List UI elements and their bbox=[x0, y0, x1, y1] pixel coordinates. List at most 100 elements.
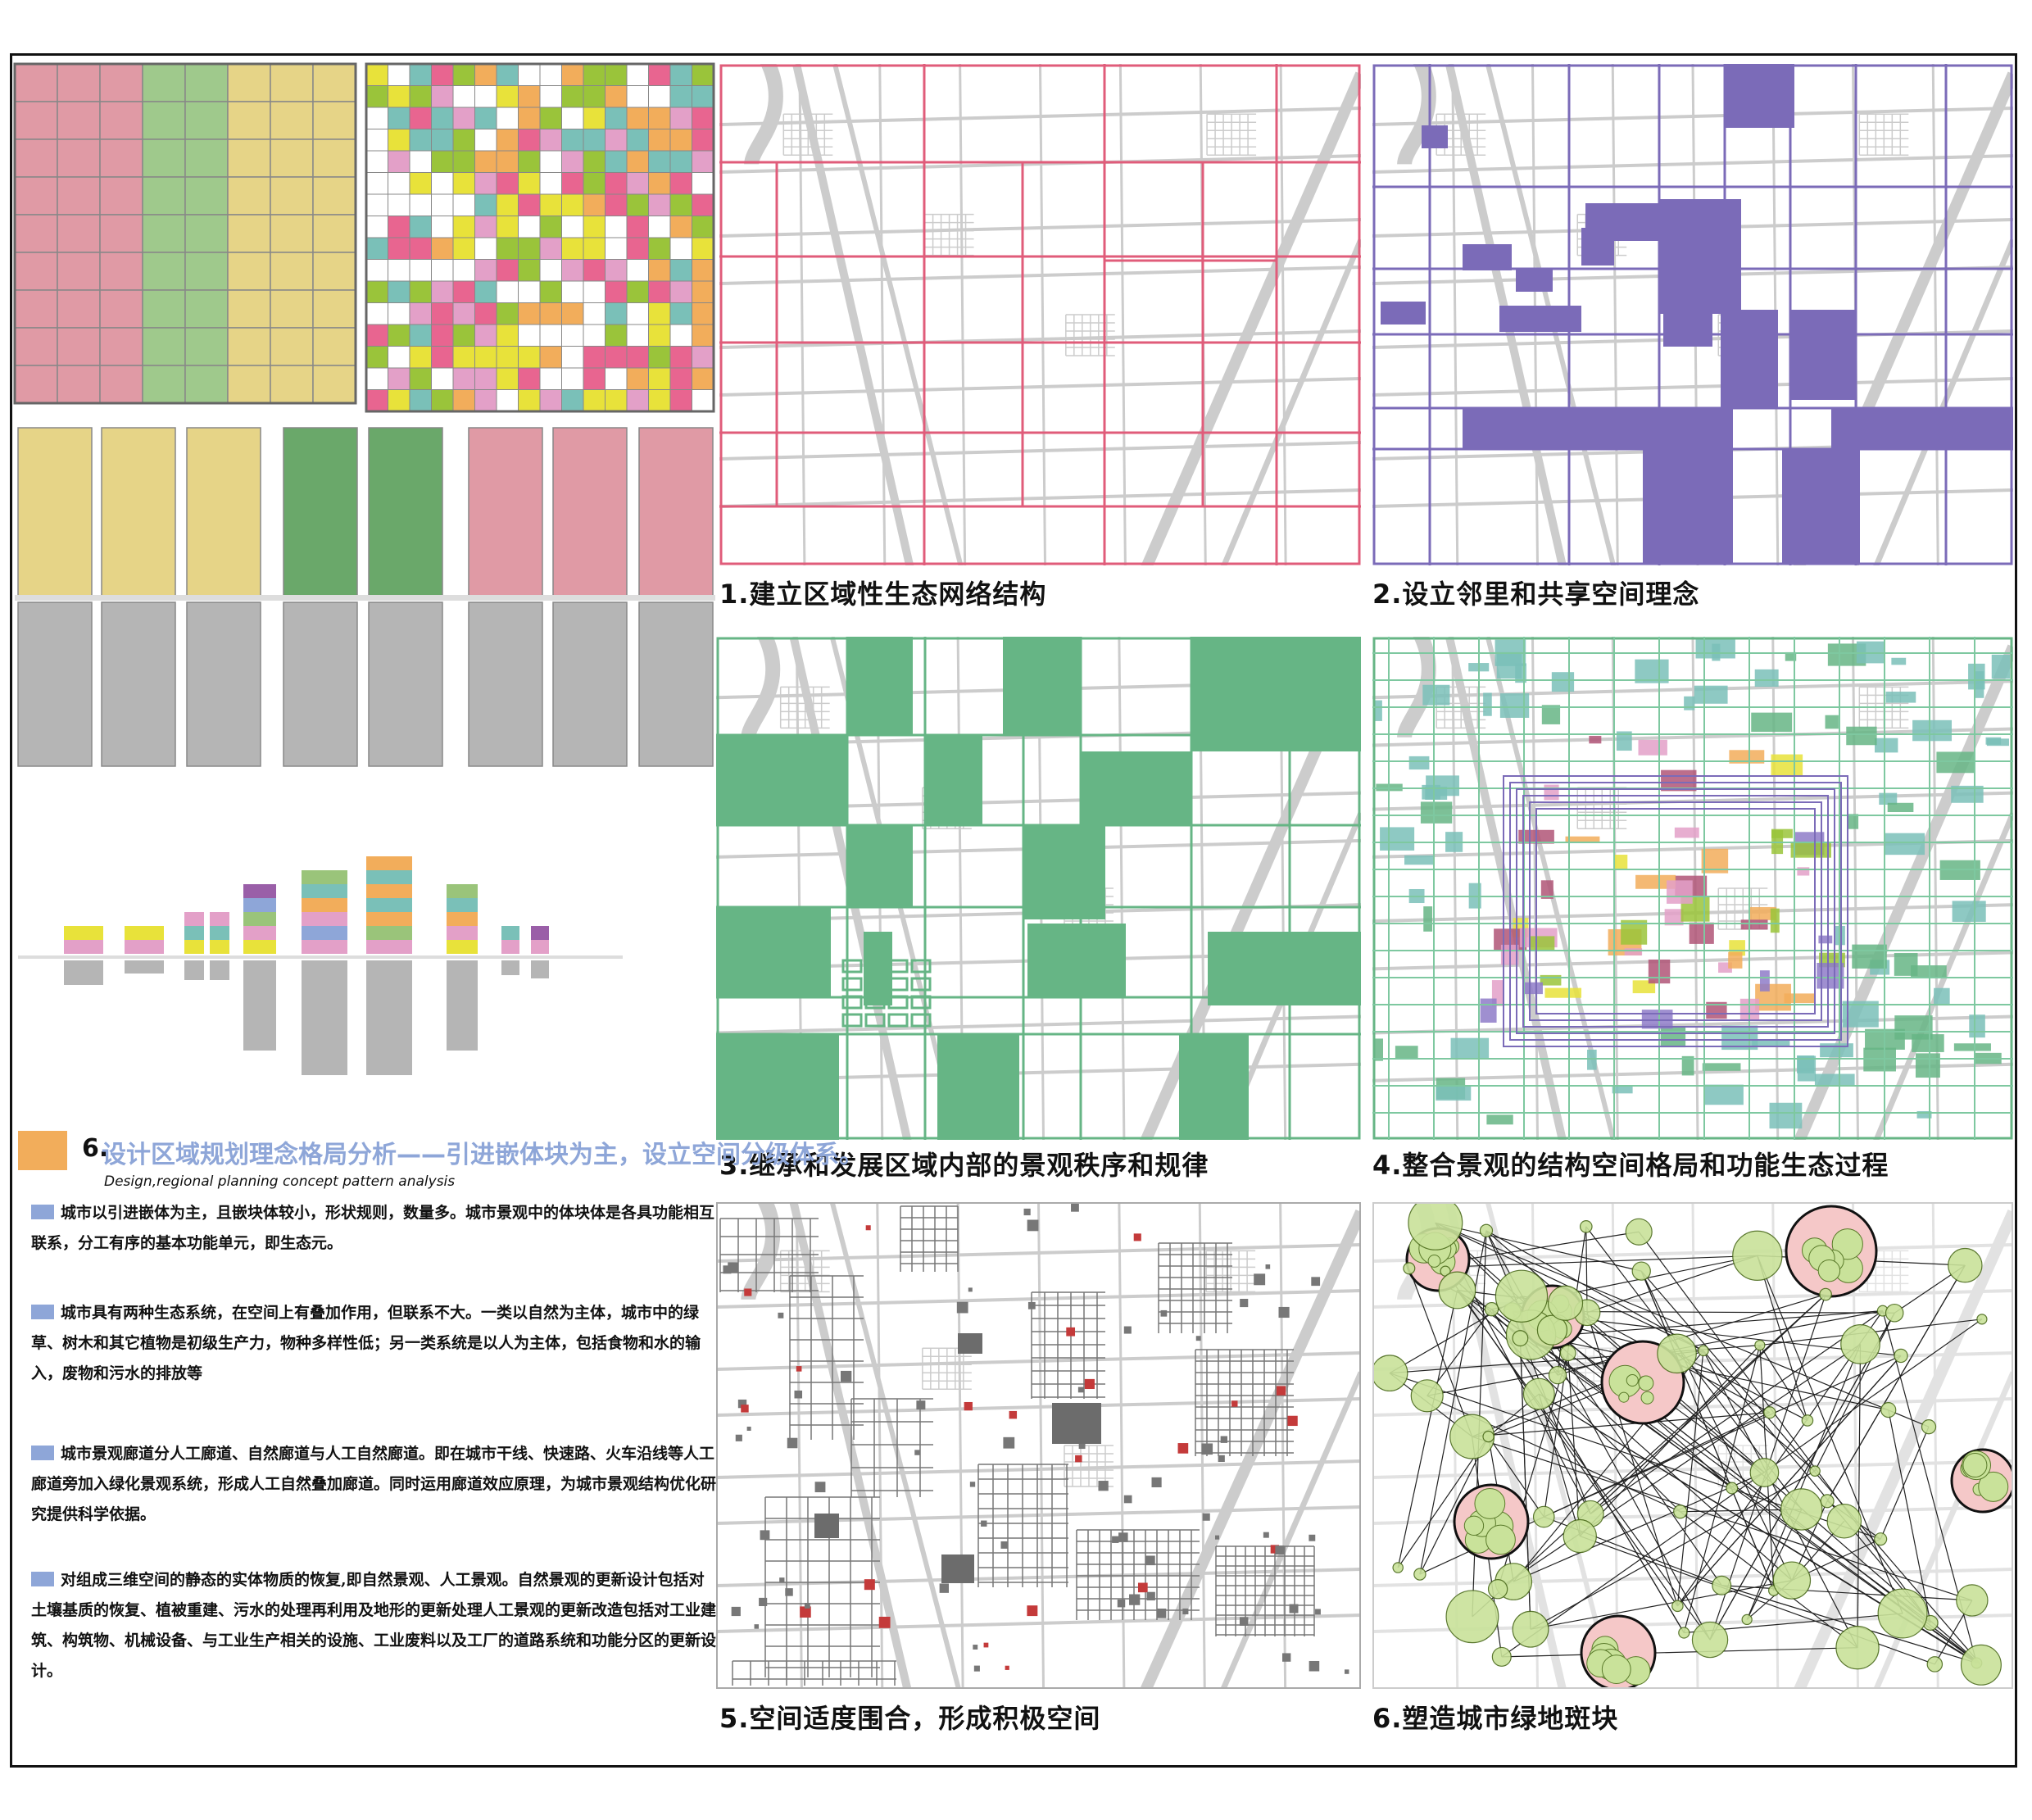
grid-cell bbox=[99, 327, 143, 366]
node-square bbox=[1027, 1219, 1039, 1232]
stack-segment bbox=[243, 926, 276, 940]
mosaic-cell bbox=[605, 237, 628, 260]
diagonal-road bbox=[792, 64, 914, 565]
link bbox=[1640, 1270, 1793, 1581]
street bbox=[1531, 637, 1539, 1140]
sub-patch bbox=[1638, 1375, 1654, 1391]
stack-base bbox=[366, 960, 412, 1075]
pattern-patch bbox=[1974, 671, 1984, 698]
core-outline bbox=[1503, 775, 1848, 1047]
grid-cell bbox=[57, 138, 101, 178]
mosaic-cell bbox=[452, 346, 475, 369]
green-patch bbox=[1819, 1287, 1832, 1301]
link bbox=[1709, 1312, 1895, 1641]
node-square bbox=[1195, 1336, 1201, 1341]
node-square bbox=[737, 1399, 747, 1409]
node-square bbox=[1276, 1386, 1286, 1396]
street bbox=[1118, 637, 1126, 1140]
stack-segment bbox=[243, 912, 276, 926]
sub-patch bbox=[1427, 1255, 1441, 1268]
mosaic-cell bbox=[648, 280, 671, 303]
street bbox=[716, 1351, 1361, 1371]
node-square bbox=[1282, 1653, 1291, 1662]
mosaic-cell bbox=[365, 324, 388, 347]
link bbox=[1880, 1426, 1930, 1540]
grid-cell bbox=[270, 214, 314, 253]
mosaic-cell bbox=[431, 150, 454, 173]
grid-cell bbox=[99, 252, 143, 291]
grid-cell bbox=[57, 176, 101, 216]
mosaic-cell bbox=[539, 129, 562, 152]
mosaic-cell bbox=[648, 85, 671, 108]
mosaic-cell bbox=[496, 63, 519, 86]
mosaic-cell bbox=[539, 280, 562, 303]
mosaic-cell bbox=[409, 172, 432, 195]
link bbox=[1472, 1436, 1973, 1601]
pattern-patch bbox=[1702, 1063, 1741, 1071]
mosaic-cell bbox=[648, 302, 671, 325]
analysis-subtitle: Design,regional planning concept pattern… bbox=[104, 1173, 456, 1190]
node-square bbox=[1123, 1495, 1132, 1504]
panel-4-caption: 4.整合景观的结构空间格局和功能生态过程 bbox=[1372, 1150, 1889, 1181]
mosaic-cell bbox=[496, 172, 519, 195]
grid-cell bbox=[227, 214, 271, 253]
sub-patch bbox=[1626, 1373, 1639, 1387]
grid-cell bbox=[270, 365, 314, 404]
grid-cell bbox=[184, 138, 229, 178]
mosaic-cell bbox=[409, 107, 432, 129]
mosaic-cell bbox=[496, 85, 519, 108]
pattern-patch bbox=[1681, 1055, 1694, 1076]
bullet-marker bbox=[31, 1572, 54, 1586]
pattern-patch bbox=[1912, 719, 1953, 742]
node-square bbox=[796, 1366, 802, 1372]
link bbox=[1586, 1312, 1678, 1607]
pattern-patch bbox=[1587, 1049, 1597, 1070]
street bbox=[1931, 64, 1939, 565]
grid-cell bbox=[312, 138, 356, 178]
pattern-patch bbox=[1450, 1037, 1490, 1060]
stack-segment bbox=[366, 856, 412, 870]
green-patch bbox=[1547, 1285, 1584, 1321]
pattern-patch bbox=[1422, 684, 1450, 706]
mosaic-cell bbox=[452, 107, 475, 129]
street bbox=[876, 1202, 884, 1689]
green-patch bbox=[1563, 1518, 1597, 1554]
lower-block bbox=[186, 601, 261, 767]
stack-segment bbox=[243, 884, 276, 898]
green-patch bbox=[1956, 1584, 1989, 1617]
module-cell bbox=[910, 977, 932, 992]
node-square bbox=[1117, 1599, 1126, 1608]
green-patch bbox=[1445, 1590, 1499, 1644]
mosaic-cell bbox=[605, 216, 628, 238]
pattern-patch bbox=[1991, 654, 2011, 679]
mosaic-cell bbox=[626, 259, 649, 282]
green-patch bbox=[1880, 1402, 1897, 1418]
node-square bbox=[804, 1603, 810, 1609]
mosaic-cell bbox=[496, 193, 519, 216]
grid-cell bbox=[184, 63, 229, 102]
pattern-patch bbox=[1796, 1055, 1815, 1073]
node-square bbox=[973, 1645, 978, 1650]
grid-cell bbox=[99, 63, 143, 102]
node-square bbox=[814, 1482, 826, 1493]
green-patch bbox=[1579, 1220, 1593, 1233]
stack-segment bbox=[184, 926, 204, 940]
green-patch bbox=[1625, 1218, 1653, 1246]
mosaic-cell bbox=[605, 367, 628, 390]
green-patch bbox=[1491, 1646, 1512, 1667]
node-square bbox=[1077, 1387, 1084, 1393]
node-square bbox=[964, 1401, 973, 1411]
stack-segment bbox=[125, 926, 164, 940]
node-square bbox=[1240, 1298, 1249, 1308]
link bbox=[1857, 1344, 1862, 1648]
street bbox=[1771, 637, 1780, 1140]
grid-cell bbox=[312, 365, 356, 404]
green-patch bbox=[1532, 1505, 1555, 1528]
pattern-patch bbox=[1420, 801, 1453, 824]
green-patch bbox=[1749, 1458, 1780, 1487]
pattern-patch bbox=[1911, 965, 1947, 978]
mosaic-cell bbox=[583, 129, 606, 152]
green-patch bbox=[1801, 1414, 1814, 1427]
mosaic-cell bbox=[561, 324, 584, 347]
mosaic-cell bbox=[669, 172, 692, 195]
